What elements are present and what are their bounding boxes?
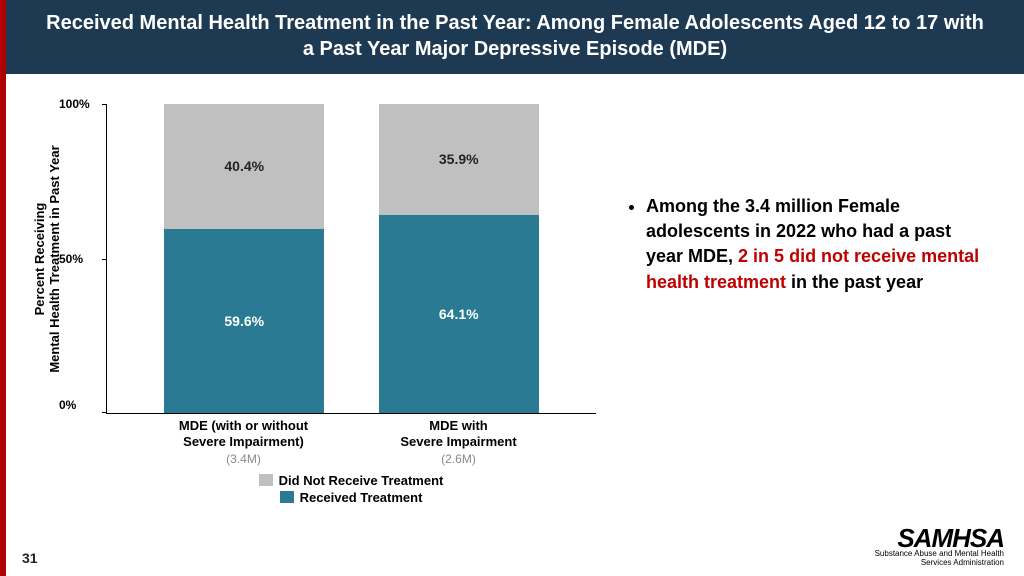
y-axis-label: Percent Receiving Mental Health Treatmen… [32,145,62,372]
slide: Received Mental Health Treatment in the … [0,0,1024,576]
seg-received-0: 59.6% [164,229,324,413]
x-label-1: MDE with Severe Impairment (2.6M) [379,418,539,467]
page-number: 31 [22,550,38,566]
samhsa-logo: SAMHSA Substance Abuse and Mental Health… [875,527,1004,568]
bars-group: 40.4% 59.6% 35.9% 64.1% [107,104,596,413]
y-tick-50: 50% [59,252,83,266]
chart-container: Percent Receiving Mental Health Treatmen… [36,94,596,494]
x-axis-labels: MDE (with or without Severe Impairment) … [106,414,596,467]
title-bar: Received Mental Health Treatment in the … [6,0,1024,74]
swatch-not-received [259,474,273,486]
key-finding-bullet: Among the 3.4 million Female adolescents… [646,194,984,295]
bar-mde-severe: 35.9% 64.1% [379,104,539,413]
bullet-panel: Among the 3.4 million Female adolescents… [596,94,994,494]
bar-mde-all: 40.4% 59.6% [164,104,324,413]
page-title: Received Mental Health Treatment in the … [46,10,984,62]
legend-item-received: Received Treatment [106,490,596,505]
chart-plot-area: Percent Receiving Mental Health Treatmen… [106,104,596,414]
swatch-received [280,491,294,503]
legend-item-not-received: Did Not Receive Treatment [106,473,596,488]
y-tick-0: 0% [59,398,76,412]
legend: Did Not Receive Treatment Received Treat… [106,473,596,505]
seg-not-received-0: 40.4% [164,104,324,229]
content-area: Percent Receiving Mental Health Treatmen… [6,74,1024,494]
y-tick-100: 100% [59,97,90,111]
seg-not-received-1: 35.9% [379,104,539,215]
x-label-0: MDE (with or without Severe Impairment) … [164,418,324,467]
seg-received-1: 64.1% [379,215,539,413]
